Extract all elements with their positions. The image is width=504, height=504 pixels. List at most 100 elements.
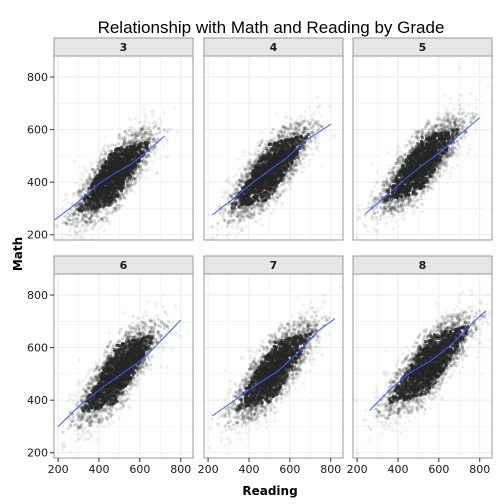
data-point <box>124 151 128 155</box>
data-point <box>101 148 106 152</box>
data-point <box>88 210 92 214</box>
data-point <box>121 204 125 208</box>
data-point <box>317 105 321 109</box>
data-point <box>77 194 81 198</box>
data-point <box>256 141 260 145</box>
data-point <box>106 196 110 200</box>
data-point <box>91 210 95 215</box>
data-point <box>130 133 134 137</box>
data-point <box>257 182 261 186</box>
data-point <box>235 181 239 185</box>
data-point <box>305 126 309 130</box>
data-point <box>298 151 302 155</box>
data-point <box>304 110 308 114</box>
data-point <box>72 230 76 235</box>
data-point <box>279 175 283 179</box>
data-point <box>126 156 130 161</box>
data-point <box>107 148 111 153</box>
data-point <box>96 209 100 214</box>
data-point <box>157 126 161 130</box>
data-point <box>469 91 473 96</box>
data-point <box>91 210 96 215</box>
data-point <box>254 147 258 151</box>
data-point <box>283 151 287 155</box>
data-point <box>116 203 120 207</box>
data-point <box>74 181 78 185</box>
data-point <box>131 133 135 137</box>
data-point <box>79 225 83 229</box>
data-point <box>144 156 149 160</box>
data-point <box>100 153 104 157</box>
data-point <box>134 131 138 135</box>
data-point <box>295 136 299 140</box>
data-point <box>126 141 130 145</box>
data-point <box>132 182 136 186</box>
data-point <box>110 160 114 164</box>
data-point <box>128 186 132 190</box>
data-point <box>60 231 64 235</box>
data-point <box>150 110 154 114</box>
data-point <box>87 187 91 191</box>
data-point <box>247 151 251 155</box>
data-point <box>263 191 267 195</box>
data-point <box>81 230 85 234</box>
data-point <box>88 180 92 184</box>
data-point <box>151 113 155 117</box>
data-point <box>261 147 265 151</box>
data-point <box>267 155 271 159</box>
data-point <box>233 192 237 196</box>
data-point <box>229 225 233 229</box>
data-point <box>85 220 89 224</box>
data-point <box>90 213 94 218</box>
data-point <box>320 114 324 118</box>
data-point <box>66 217 70 222</box>
data-point <box>114 195 118 199</box>
data-point <box>105 218 109 223</box>
data-point <box>241 214 245 218</box>
data-point <box>227 180 231 184</box>
data-point <box>239 171 244 175</box>
data-point <box>87 182 91 186</box>
data-point <box>224 234 229 238</box>
data-point <box>79 235 83 239</box>
data-point <box>93 209 97 213</box>
data-point <box>215 228 219 232</box>
data-point <box>224 179 228 183</box>
data-point <box>144 130 148 134</box>
data-point <box>78 220 82 224</box>
data-point <box>302 152 306 156</box>
data-point <box>82 166 87 170</box>
data-point <box>100 162 104 166</box>
data-point <box>288 176 292 180</box>
data-point <box>275 112 279 116</box>
data-point <box>138 170 142 175</box>
data-point <box>244 167 248 172</box>
data-point <box>83 228 87 232</box>
data-point <box>91 224 95 228</box>
data-point <box>167 127 171 131</box>
data-point <box>68 234 72 238</box>
data-point <box>266 139 270 143</box>
data-point <box>223 194 227 198</box>
data-point <box>275 174 279 179</box>
data-point <box>108 152 112 156</box>
data-point <box>68 222 72 226</box>
data-point <box>280 202 284 206</box>
data-point <box>294 142 298 146</box>
data-point <box>73 159 77 163</box>
data-point <box>137 171 141 176</box>
data-point <box>239 178 243 182</box>
data-point <box>259 217 263 221</box>
data-point <box>270 162 274 166</box>
data-point <box>160 119 164 123</box>
data-point <box>118 150 122 154</box>
data-point <box>164 137 168 142</box>
data-point <box>136 130 140 134</box>
data-point <box>142 124 146 128</box>
data-point <box>265 188 269 192</box>
data-point <box>275 179 279 183</box>
data-point <box>140 126 145 130</box>
data-point <box>128 140 132 144</box>
data-point <box>84 215 88 219</box>
